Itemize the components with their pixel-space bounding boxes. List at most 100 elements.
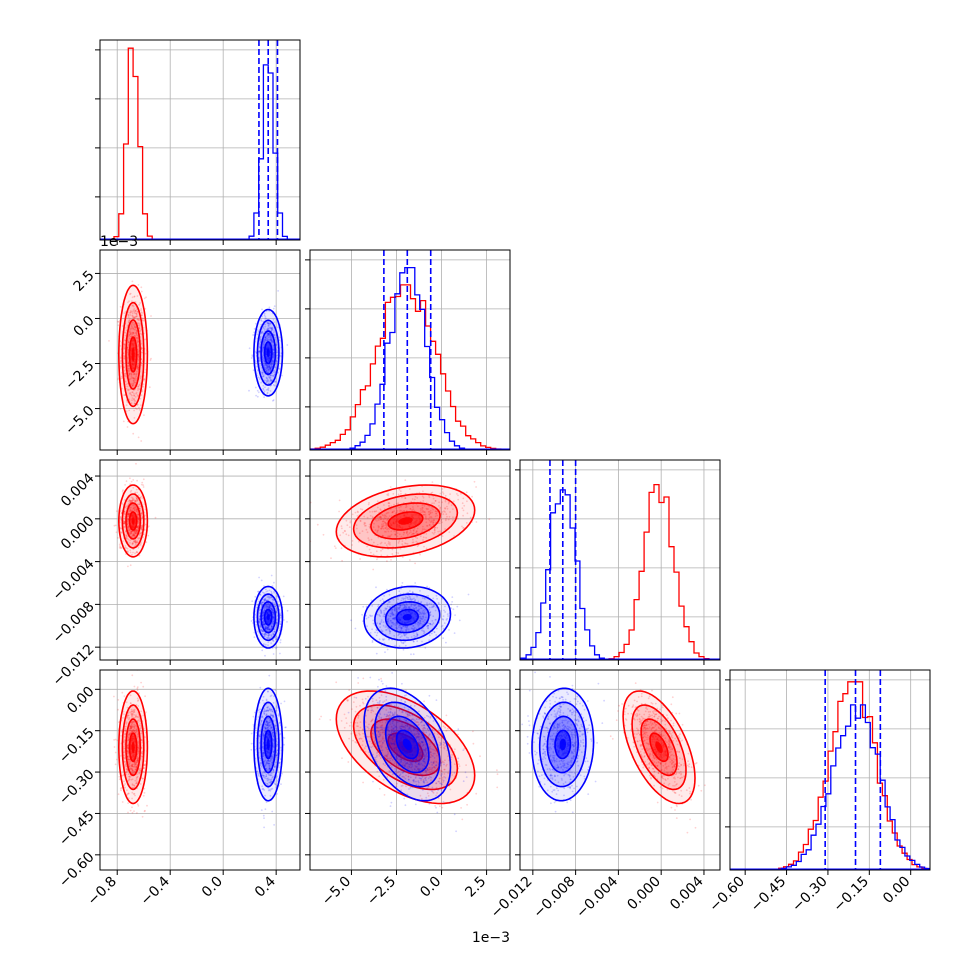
sample-point (414, 599, 416, 602)
sample-point (421, 504, 424, 507)
sample-point (389, 601, 391, 603)
sample-point (271, 607, 273, 610)
sample-point (428, 523, 431, 526)
sample-point (272, 599, 275, 601)
sample-point (417, 621, 419, 624)
sample-point (133, 530, 136, 533)
sample-point (437, 601, 440, 604)
sample-point (392, 622, 394, 624)
sample-point (130, 372, 133, 375)
sample-point (117, 377, 120, 380)
sample-point (128, 370, 130, 373)
sample-point (430, 520, 433, 523)
sample-point (278, 339, 281, 341)
sample-point (388, 505, 391, 507)
sample-point (130, 708, 133, 711)
sample-point (441, 597, 444, 600)
sample-point (417, 609, 420, 612)
sample-point (138, 355, 140, 358)
sample-point (276, 351, 279, 354)
sample-point (404, 634, 406, 637)
sample-point (267, 387, 270, 390)
sample-point (338, 510, 340, 513)
sample-point (353, 518, 356, 521)
sample-point (124, 783, 126, 785)
sample-point (264, 316, 267, 318)
sample-point (138, 532, 141, 535)
sample-point (269, 367, 272, 369)
sample-point (376, 631, 379, 634)
sample-point (138, 326, 141, 329)
sample-point (316, 523, 319, 526)
sample-point (389, 543, 391, 546)
sample-point (448, 515, 451, 518)
sample-point (396, 623, 399, 626)
sample-point (131, 811, 134, 814)
sample-point (135, 540, 138, 543)
sample-point (131, 296, 134, 299)
sample-point (342, 531, 345, 534)
sample-point (255, 621, 258, 623)
sample-point (137, 546, 140, 549)
sample-point (138, 406, 140, 409)
sample-point (471, 495, 473, 498)
sample-point (267, 333, 269, 335)
sample-point (135, 333, 138, 335)
sample-point (444, 511, 446, 513)
sample-point (465, 491, 468, 494)
sample-point (136, 491, 139, 494)
sample-point (137, 354, 140, 357)
sample-point (266, 605, 269, 608)
sample-point (261, 373, 264, 376)
sample-point (421, 611, 424, 613)
sample-point (399, 624, 402, 627)
sample-point (133, 394, 136, 397)
sample-point (405, 633, 408, 636)
sample-point (264, 627, 267, 629)
sample-point (135, 551, 138, 554)
sample-point (267, 634, 270, 637)
sample-point (128, 373, 131, 375)
sample-point (267, 644, 269, 647)
sample-point (396, 606, 399, 609)
sample-point (261, 630, 264, 632)
sample-point (413, 628, 415, 631)
sample-point (128, 341, 131, 344)
sample-point (135, 728, 138, 731)
sample-point (368, 525, 371, 528)
sample-point (125, 535, 128, 537)
sample-point (257, 630, 260, 633)
sample-point (140, 527, 142, 530)
sample-point (273, 334, 276, 336)
sample-point (344, 530, 346, 532)
sample-point (260, 318, 262, 321)
sample-point (136, 541, 139, 544)
sample-point (271, 359, 274, 362)
sample-point (278, 605, 280, 608)
sample-point (134, 407, 137, 410)
sample-point (266, 626, 269, 629)
sample-point (417, 610, 419, 613)
sample-point (132, 328, 135, 330)
sample-point (269, 363, 272, 366)
sample-point (127, 301, 129, 304)
sample-point (386, 518, 389, 521)
sample-point (267, 634, 270, 637)
sample-point (271, 329, 273, 331)
sample-point (129, 532, 132, 535)
sample-point (134, 542, 137, 544)
sample-point (421, 615, 424, 618)
sample-point (132, 504, 135, 507)
sample-point (137, 284, 140, 286)
sample-point (419, 590, 421, 592)
sample-point (433, 605, 435, 607)
sample-point (131, 505, 134, 507)
sample-point (124, 786, 126, 789)
sample-point (275, 621, 278, 624)
sample-point (440, 625, 443, 628)
sample-point (129, 491, 132, 493)
sample-point (140, 314, 143, 316)
sample-point (322, 533, 325, 536)
sample-point (136, 318, 139, 321)
sample-point (132, 398, 135, 401)
